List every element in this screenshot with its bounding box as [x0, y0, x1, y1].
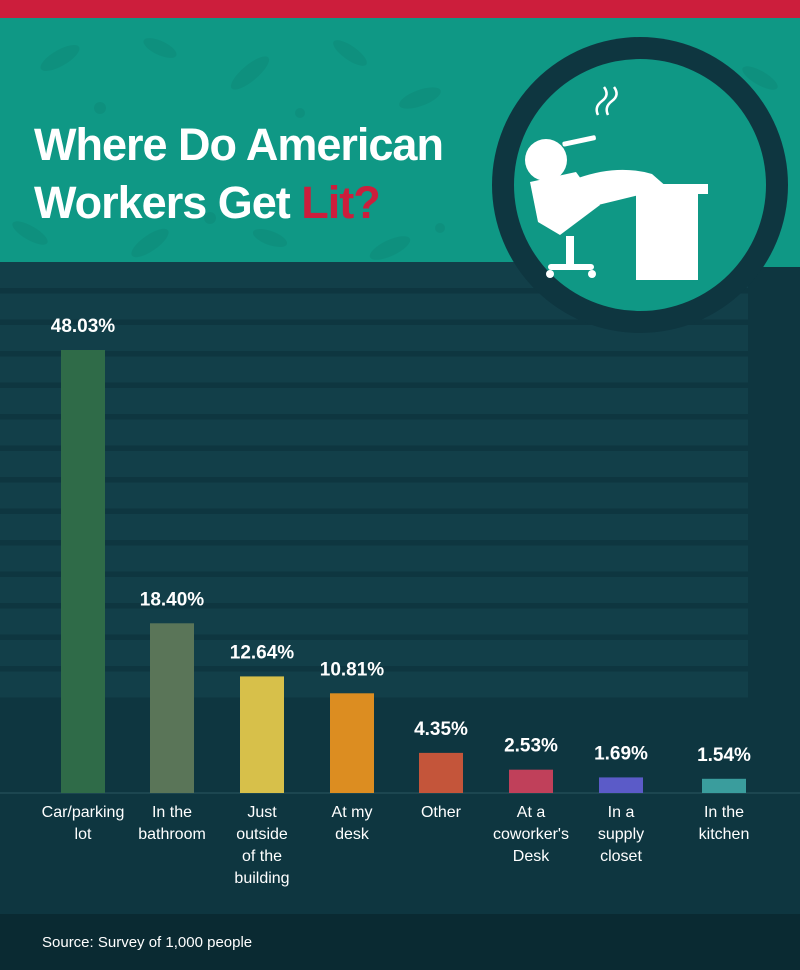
category-label-6-2: closet [600, 848, 642, 865]
grid-band [0, 671, 748, 698]
bar-1 [150, 623, 194, 793]
grid-band [0, 514, 748, 540]
category-label-1-0: In the [152, 804, 192, 821]
title-accent: Lit? [301, 177, 380, 228]
bars [61, 350, 746, 793]
category-label-6-0: In a [608, 804, 635, 821]
category-label-0-1: lot [75, 826, 92, 843]
value-label-6: 1.69% [594, 743, 648, 764]
category-label-5-0: At a [517, 804, 546, 821]
title-line-2: Workers Get Lit? [34, 177, 381, 228]
category-label-2-1: outside [236, 826, 288, 843]
bar-3 [330, 693, 374, 793]
grid-band [0, 356, 748, 383]
smoking-office-worker-icon [525, 86, 708, 280]
grid-band [0, 640, 748, 666]
value-label-7: 1.54% [697, 745, 751, 766]
category-label-3-0: At my [332, 804, 373, 821]
category-labels: Car/parking lot In the bathroom Just outside o… [42, 804, 750, 887]
grid-band [0, 451, 748, 477]
category-label-3-1: desk [335, 826, 370, 843]
bar-4 [419, 752, 463, 793]
value-labels: 48.03% 18.40% 12.64% 10.81% 4.35% 2.53% 1.69% 1… [51, 316, 751, 766]
bar-2 [240, 676, 284, 793]
category-label-4-0: Other [421, 804, 462, 821]
bar-6 [599, 777, 643, 793]
source-text: Source: Survey of 1,000 people [42, 934, 253, 951]
bar-5 [509, 769, 553, 793]
value-label-2: 12.64% [230, 642, 295, 663]
bar-7 [702, 778, 746, 793]
grid-band [0, 419, 748, 446]
grid-band [0, 577, 748, 603]
gridlines [0, 262, 800, 794]
category-label-5-1: coworker's [493, 826, 569, 843]
top-accent-strip [0, 0, 800, 18]
category-label-6-1: supply [598, 826, 644, 843]
category-label-5-2: Desk [513, 848, 550, 865]
category-label-2-2: of the [242, 848, 282, 865]
category-label-7-1: kitchen [699, 826, 750, 843]
category-label-2-0: Just [247, 804, 277, 821]
grid-band [0, 388, 748, 414]
category-label-2-3: building [234, 870, 289, 887]
title-main: Workers Get [34, 177, 302, 228]
category-label-7-0: In the [704, 804, 744, 821]
grid-band [0, 608, 748, 635]
grid-band [0, 482, 748, 509]
value-label-0: 48.03% [51, 316, 116, 337]
value-label-1: 18.40% [140, 589, 205, 610]
value-label-4: 4.35% [414, 719, 468, 740]
category-label-0-0: Car/parking [42, 804, 125, 821]
source-footer: Source: Survey of 1,000 people [0, 914, 800, 970]
value-label-3: 10.81% [320, 659, 385, 680]
value-label-5: 2.53% [504, 736, 558, 757]
icon-badge [492, 37, 788, 333]
category-label-1-1: bathroom [138, 826, 206, 843]
bar-0 [61, 350, 105, 793]
title-line-1: Where Do American [34, 119, 444, 170]
grid-band [0, 545, 748, 572]
